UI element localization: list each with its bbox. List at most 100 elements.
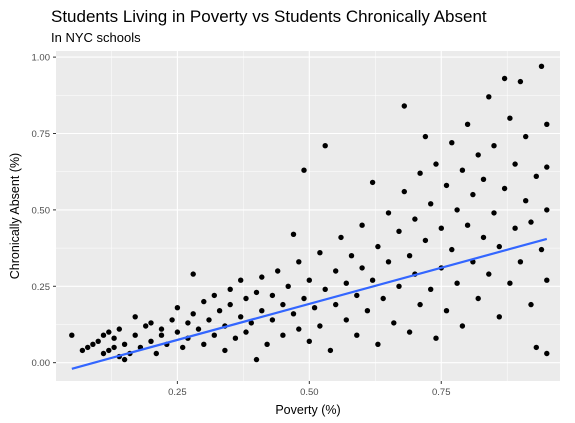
data-point <box>327 347 334 354</box>
data-point <box>296 259 302 265</box>
data-point <box>296 326 302 332</box>
data-point <box>401 188 407 195</box>
data-point <box>322 143 328 149</box>
data-point <box>259 274 265 280</box>
grid-minor <box>56 51 560 381</box>
data-point <box>454 280 460 286</box>
data-point <box>507 280 513 286</box>
data-point <box>348 253 355 259</box>
data-point <box>111 344 117 351</box>
data-point <box>359 265 365 271</box>
data-point <box>248 320 254 326</box>
y-tick-label: 0.25 <box>32 282 51 293</box>
data-point <box>486 94 492 100</box>
data-point <box>512 161 518 167</box>
data-point <box>412 216 418 222</box>
data-point <box>364 308 371 314</box>
data-point <box>121 356 128 363</box>
data-point <box>195 326 202 332</box>
data-point <box>438 225 444 231</box>
data-point <box>238 277 244 283</box>
data-point <box>100 332 107 338</box>
data-point <box>443 308 450 314</box>
data-point <box>158 332 165 338</box>
data-point <box>375 341 381 347</box>
data-point <box>132 314 138 320</box>
data-point <box>211 292 217 299</box>
data-point <box>464 222 471 228</box>
data-point <box>354 292 360 299</box>
data-points <box>69 63 550 363</box>
data-point <box>459 323 466 329</box>
data-point <box>501 75 508 82</box>
data-point <box>232 335 239 341</box>
chart-subtitle: In NYC schools <box>51 30 141 45</box>
data-point <box>443 182 450 189</box>
data-point <box>301 167 307 173</box>
data-point <box>422 237 429 244</box>
data-point <box>433 335 439 341</box>
data-point <box>111 335 117 341</box>
data-point <box>343 280 349 286</box>
data-point <box>222 347 228 354</box>
data-point <box>375 243 381 250</box>
data-point <box>507 115 513 121</box>
data-point <box>227 301 233 308</box>
data-point <box>523 133 529 140</box>
data-point <box>501 185 508 192</box>
data-point <box>95 338 101 344</box>
data-point <box>475 295 481 302</box>
y-tick-label: 0.50 <box>32 205 51 216</box>
y-axis-ticks: 0.00 0.25 0.50 0.75 1.00 <box>32 53 56 369</box>
data-point <box>275 268 281 274</box>
data-point <box>143 323 149 329</box>
x-tick-label: 0.25 <box>168 387 187 398</box>
data-point <box>470 191 476 198</box>
data-point <box>269 317 276 323</box>
data-point <box>385 210 392 216</box>
data-point <box>290 311 297 317</box>
data-point <box>185 320 191 326</box>
data-point <box>459 167 466 173</box>
y-tick-label: 0.00 <box>32 358 51 369</box>
data-point <box>253 356 260 363</box>
data-point <box>158 326 165 332</box>
data-point <box>449 246 455 253</box>
data-point <box>385 259 392 265</box>
data-point <box>406 329 413 335</box>
data-point <box>285 283 291 289</box>
data-point <box>322 286 328 292</box>
data-point <box>333 268 339 274</box>
data-point <box>396 228 402 234</box>
data-point <box>106 347 112 354</box>
data-point <box>480 234 487 241</box>
data-point <box>512 225 518 231</box>
data-point <box>544 207 550 213</box>
data-point <box>280 301 286 308</box>
data-point <box>206 317 212 323</box>
y-tick-label: 0.75 <box>32 129 51 140</box>
trend-line <box>71 237 548 370</box>
data-point <box>238 314 244 320</box>
data-point <box>538 63 545 69</box>
data-point <box>354 332 360 338</box>
data-point <box>533 173 539 179</box>
data-point <box>391 320 397 326</box>
data-point <box>190 271 196 277</box>
data-point <box>544 121 550 128</box>
data-point <box>417 301 423 308</box>
data-point <box>528 219 534 225</box>
data-point <box>211 332 217 338</box>
data-point <box>369 277 376 283</box>
data-point <box>523 198 529 204</box>
data-point <box>380 295 386 302</box>
data-point <box>454 207 460 213</box>
data-point <box>544 350 550 357</box>
data-point <box>79 347 86 354</box>
data-point <box>480 176 487 182</box>
x-tick-label: 0.50 <box>300 387 319 398</box>
data-point <box>132 332 138 338</box>
data-point <box>491 143 497 149</box>
data-point <box>301 295 307 302</box>
data-point <box>90 341 96 347</box>
